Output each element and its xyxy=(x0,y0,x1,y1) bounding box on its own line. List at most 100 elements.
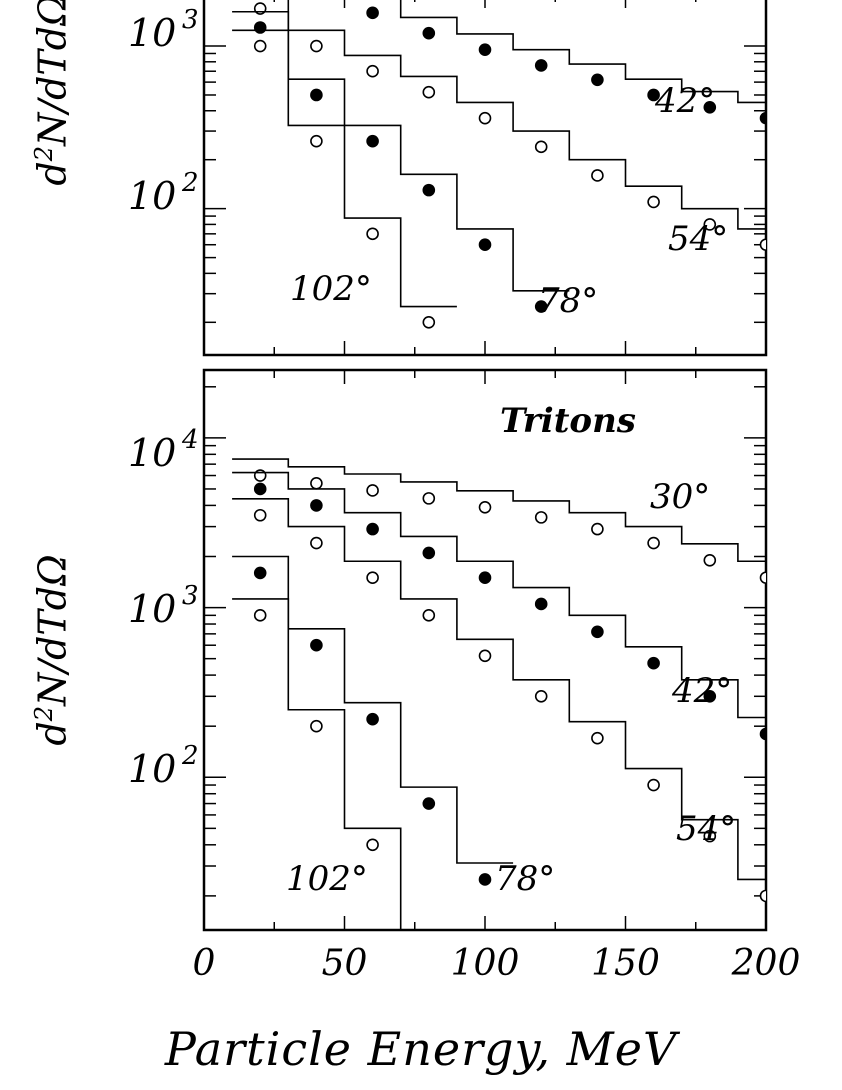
series-54 xyxy=(232,498,766,903)
histogram-line xyxy=(232,29,457,308)
data-point xyxy=(310,134,323,148)
data-point xyxy=(534,140,548,154)
data-point xyxy=(703,829,717,843)
data-point xyxy=(703,218,717,231)
data-point xyxy=(253,482,267,496)
data-point xyxy=(422,85,436,99)
data-point xyxy=(647,778,660,792)
series-78 xyxy=(232,555,514,886)
data-point xyxy=(366,64,379,78)
panel-top: 10 310 242°54°78°102° xyxy=(128,0,768,357)
series-42 xyxy=(366,0,766,125)
histogram-line xyxy=(232,458,766,563)
panel-bottom: 10 410 310 20 50 100 150 200Tritons30°42°54°78°… xyxy=(128,368,801,984)
histogram-line xyxy=(232,598,457,930)
data-point xyxy=(422,183,436,197)
x-tick-label: 0 xyxy=(193,943,216,984)
y-tick-label-exponent: 2 xyxy=(181,168,199,198)
data-point xyxy=(478,111,492,125)
data-point xyxy=(591,73,604,87)
data-point xyxy=(422,316,436,329)
data-point xyxy=(422,797,436,810)
data-point xyxy=(703,553,717,567)
data-point xyxy=(534,511,548,524)
data-point xyxy=(310,536,323,550)
angle-label: 78° xyxy=(495,859,555,899)
data-point xyxy=(366,134,379,148)
y-tick-label-exponent: 3 xyxy=(182,5,199,35)
y-tick-label: 10 xyxy=(128,431,176,475)
series-102 xyxy=(232,598,457,930)
data-point xyxy=(759,889,766,903)
data-point xyxy=(253,508,267,522)
y-tick-label: 10 xyxy=(128,174,176,218)
data-point xyxy=(366,484,379,497)
x-tick-label: 100 xyxy=(451,943,520,984)
data-point xyxy=(310,476,323,490)
data-point xyxy=(759,238,766,252)
data-point xyxy=(703,690,717,703)
histogram-line xyxy=(399,0,766,104)
data-point xyxy=(366,571,379,584)
data-point xyxy=(422,492,436,505)
data-point xyxy=(534,597,548,611)
data-point xyxy=(310,39,323,53)
angle-label: 42° xyxy=(671,671,732,711)
data-point xyxy=(759,111,766,125)
data-point xyxy=(478,873,492,886)
angle-label: 54° xyxy=(668,219,728,259)
data-point xyxy=(478,571,492,584)
data-point xyxy=(591,731,604,745)
data-point xyxy=(310,719,323,733)
data-point xyxy=(703,101,717,114)
data-point xyxy=(422,26,436,40)
data-point xyxy=(310,499,323,512)
y-tick-label: 10 xyxy=(128,587,176,631)
y-axis-label-top: d2N/dTdΩ xyxy=(29,0,75,186)
data-point xyxy=(253,39,267,53)
data-point xyxy=(422,609,436,622)
x-axis-label: Particle Energy, MeV xyxy=(164,1022,678,1076)
data-point xyxy=(310,88,323,102)
data-point xyxy=(591,169,604,182)
panel-title: Tritons xyxy=(500,401,636,441)
data-point xyxy=(759,571,766,584)
y-tick-label-exponent: 3 xyxy=(182,581,199,611)
data-point xyxy=(366,522,379,536)
angle-label: 102° xyxy=(286,859,368,899)
data-point xyxy=(534,300,548,313)
y-tick-label: 10 xyxy=(128,11,176,55)
data-point xyxy=(366,712,379,726)
data-point xyxy=(366,838,379,852)
data-point xyxy=(366,6,379,20)
x-tick-label: 50 xyxy=(322,943,368,984)
y-tick-label-exponent: 4 xyxy=(181,425,199,455)
x-tick-label: 200 xyxy=(731,943,801,984)
histogram-line xyxy=(232,498,766,881)
data-point xyxy=(478,649,492,663)
histogram-line xyxy=(232,471,766,719)
data-point xyxy=(647,195,660,209)
data-point xyxy=(647,88,660,102)
data-point xyxy=(591,625,604,639)
histogram-line xyxy=(287,0,766,230)
histogram-line xyxy=(232,555,514,864)
angle-label: 102° xyxy=(290,269,372,309)
data-point xyxy=(422,546,436,560)
data-point xyxy=(478,43,492,56)
data-point xyxy=(759,727,766,741)
y-tick-label: 10 xyxy=(128,747,176,791)
data-point xyxy=(310,638,323,652)
data-point xyxy=(478,500,492,514)
data-point xyxy=(647,536,660,550)
angle-label: 42° xyxy=(654,81,715,121)
data-point xyxy=(253,469,267,482)
data-point xyxy=(647,656,660,670)
data-point xyxy=(366,227,379,241)
angle-label: 30° xyxy=(650,477,710,517)
angle-label: 54° xyxy=(676,809,736,849)
series-102 xyxy=(232,29,457,329)
data-point xyxy=(591,522,604,536)
data-point xyxy=(478,238,492,252)
